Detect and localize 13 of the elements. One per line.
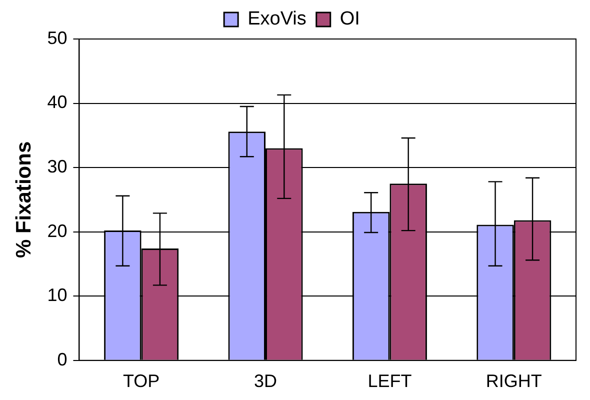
- x-tick-label: LEFT: [368, 371, 412, 392]
- legend-label: ExoVis: [248, 8, 306, 30]
- y-tick-label: 30: [47, 156, 68, 177]
- y-tick-label: 20: [47, 220, 68, 241]
- y-tick-label: 50: [47, 28, 68, 48]
- y-tick-label: 0: [57, 349, 68, 370]
- x-tick-label: TOP: [122, 371, 160, 392]
- x-tick-label: RIGHT: [486, 371, 542, 392]
- y-axis-title: % Fixations: [12, 141, 36, 258]
- y-tick-label: 10: [47, 285, 68, 306]
- y-tick-label: 40: [47, 92, 68, 112]
- legend-label: OI: [340, 8, 360, 30]
- x-tick-label: 3D: [254, 371, 278, 392]
